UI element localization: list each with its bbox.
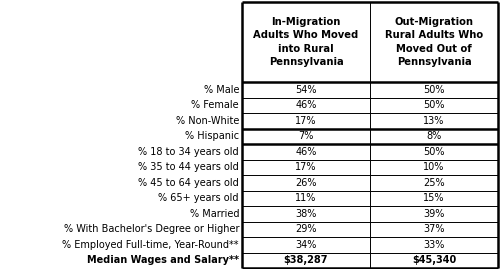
Text: 46%: 46% [296, 100, 316, 110]
Text: 37%: 37% [423, 224, 445, 234]
Text: 46%: 46% [296, 147, 316, 157]
Text: 50%: 50% [423, 100, 445, 110]
Text: 7%: 7% [298, 131, 314, 141]
Text: 17%: 17% [295, 116, 317, 126]
Text: 15%: 15% [423, 193, 445, 203]
Text: 17%: 17% [295, 162, 317, 172]
Text: 26%: 26% [295, 178, 317, 188]
Text: % Employed Full-time, Year-Round**: % Employed Full-time, Year-Round** [62, 240, 239, 250]
Text: In-Migration
Adults Who Moved
into Rural
Pennsylvania: In-Migration Adults Who Moved into Rural… [254, 17, 358, 68]
Text: $38,287: $38,287 [284, 255, 328, 265]
Text: 38%: 38% [296, 209, 316, 219]
Text: 10%: 10% [424, 162, 444, 172]
Text: Median Wages and Salary**: Median Wages and Salary** [87, 255, 239, 265]
Text: Out-Migration
Rural Adults Who
Moved Out of
Pennsylvania: Out-Migration Rural Adults Who Moved Out… [385, 17, 483, 68]
Text: 25%: 25% [423, 178, 445, 188]
Text: % 45 to 64 years old: % 45 to 64 years old [138, 178, 239, 188]
Text: % 35 to 44 years old: % 35 to 44 years old [138, 162, 239, 172]
Text: 54%: 54% [295, 85, 317, 95]
Text: % Non-White: % Non-White [176, 116, 239, 126]
Text: 34%: 34% [296, 240, 316, 250]
Text: % With Bachelor's Degree or Higher: % With Bachelor's Degree or Higher [64, 224, 239, 234]
Text: % Married: % Married [190, 209, 239, 219]
Text: 33%: 33% [424, 240, 444, 250]
Text: 50%: 50% [423, 85, 445, 95]
Text: 11%: 11% [296, 193, 316, 203]
Text: $45,340: $45,340 [412, 255, 456, 265]
Text: % 18 to 34 years old: % 18 to 34 years old [138, 147, 239, 157]
Text: 29%: 29% [295, 224, 317, 234]
Text: 39%: 39% [424, 209, 444, 219]
Text: % 65+ years old: % 65+ years old [158, 193, 239, 203]
Text: 50%: 50% [423, 147, 445, 157]
Text: 13%: 13% [424, 116, 444, 126]
Text: % Male: % Male [204, 85, 239, 95]
Text: 8%: 8% [426, 131, 442, 141]
Text: % Hispanic: % Hispanic [185, 131, 239, 141]
Text: % Female: % Female [192, 100, 239, 110]
